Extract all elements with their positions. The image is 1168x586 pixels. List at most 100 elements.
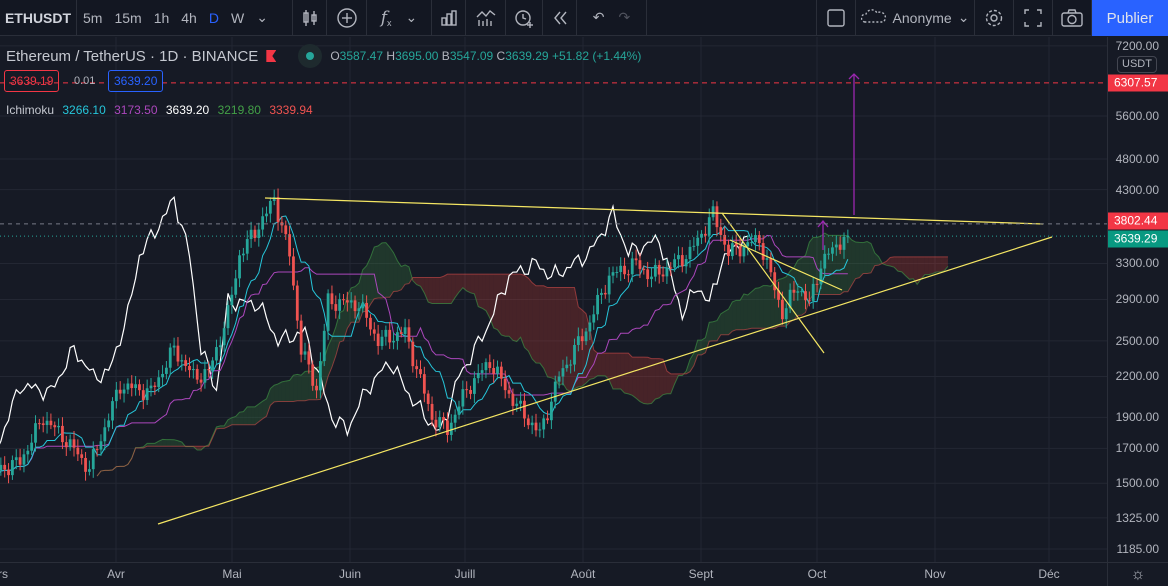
layout-icon[interactable] (816, 0, 856, 36)
candle-body (61, 426, 64, 442)
settings-icon[interactable] (975, 0, 1014, 36)
alert-icon[interactable] (506, 0, 543, 36)
cloud-icon (861, 8, 887, 27)
interval-15m[interactable]: 15m (108, 10, 147, 26)
currency-label[interactable]: USDT (1117, 56, 1157, 73)
candle-body (727, 245, 730, 256)
ichimoku-cloud-segment (709, 322, 713, 341)
sell-price-button[interactable]: 3639.19 (4, 70, 59, 92)
chart-settings-icon[interactable]: ☼ (1107, 563, 1168, 586)
candle-body (400, 332, 403, 334)
ichimoku-cloud-segment (752, 288, 756, 328)
ichimoku-legend[interactable]: Ichimoku 3266.10 3173.50 3639.20 3219.80… (6, 103, 318, 117)
candle-body (746, 242, 749, 246)
redo-icon[interactable]: ↷ (619, 9, 631, 26)
price-tick-label: 7200.00 (1116, 39, 1159, 53)
candle-body (265, 214, 268, 217)
price-tick-label: 1700.00 (1116, 441, 1159, 455)
chevron-down-icon: ⌄ (958, 9, 970, 26)
ichimoku-cloud-segment (509, 274, 513, 340)
candle-body (515, 404, 518, 406)
candle-body (396, 332, 399, 341)
ichimoku-cloud-segment (447, 274, 451, 303)
interval-group: 5m 15m 1h 4h D W ⌄ (77, 0, 293, 36)
ichimoku-cloud-segment (540, 286, 544, 369)
candle-body (150, 386, 153, 389)
user-menu[interactable]: Anonyme ⌄ (856, 0, 975, 36)
ohlc-values: O3587.47 H3695.00 B3547.09 C3639.29 +51.… (330, 49, 641, 63)
candle-body (496, 367, 499, 374)
financials-icon[interactable] (432, 0, 466, 36)
interval-4h[interactable]: 4h (175, 10, 203, 26)
candle-body (812, 284, 815, 301)
interval-d[interactable]: D (203, 10, 225, 26)
interval-w[interactable]: W (225, 10, 250, 26)
ichimoku-cloud-segment (590, 329, 594, 380)
camera-icon[interactable] (1053, 0, 1092, 36)
candle-body (450, 423, 453, 435)
ichimoku-cloud-segment (401, 265, 405, 290)
ichimoku-cloud-segment (898, 257, 902, 272)
time-axis[interactable]: ☼ rsAvrMaiJuinJuillAoûtSeptOctNovDéc (0, 562, 1168, 585)
candle-body (608, 276, 611, 295)
candles-icon[interactable] (293, 0, 327, 36)
candle-body (88, 469, 91, 472)
candle-body (689, 247, 692, 259)
candle-body (512, 394, 515, 406)
candle-body (411, 342, 414, 366)
flag-icon[interactable] (266, 50, 276, 62)
time-tick-label: Oct (808, 567, 827, 581)
candle-body (592, 314, 595, 322)
replay-icon[interactable] (543, 0, 577, 36)
candle-body (596, 295, 599, 314)
ichimoku-cloud-segment (909, 257, 913, 279)
templates-icon[interactable] (466, 0, 506, 36)
compare-icon[interactable] (327, 0, 367, 36)
ichimoku-cloud-segment (698, 340, 702, 355)
buy-price-button[interactable]: 3639.20 (108, 70, 163, 92)
undo-icon[interactable]: ↶ (593, 9, 605, 26)
symbol-search[interactable]: ETHUSDT (0, 0, 77, 36)
candle-body (196, 369, 199, 380)
interval-5m[interactable]: 5m (77, 10, 108, 26)
chevron-down-icon[interactable]: ⌄ (250, 9, 274, 26)
candle-body (96, 449, 99, 450)
candle-body (793, 290, 796, 293)
ichimoku-cloud-segment (440, 276, 444, 303)
candle-body (816, 284, 819, 285)
ichimoku-cloud-segment (240, 412, 244, 425)
candle-body (165, 368, 168, 374)
candle-body (319, 361, 322, 390)
candle-body (269, 201, 272, 214)
candle-body (589, 323, 592, 332)
ichimoku-cloud-segment (501, 274, 505, 336)
ichimoku-cloud-segment (933, 257, 937, 274)
candle-body (538, 429, 541, 430)
candle-body (808, 300, 811, 301)
publish-button[interactable]: Publier (1092, 0, 1168, 36)
fullscreen-icon[interactable] (1014, 0, 1053, 36)
candle-body (377, 334, 380, 346)
ichimoku-cloud-segment (598, 353, 602, 376)
candle-body (76, 448, 79, 455)
time-tick-label: Juill (455, 567, 476, 581)
candle-body (642, 269, 645, 270)
candle-body (350, 300, 353, 302)
interval-1h[interactable]: 1h (148, 10, 176, 26)
candle-body (600, 293, 603, 295)
candle-body (704, 234, 707, 236)
ichimoku-cloud-segment (836, 235, 840, 294)
candle-body (554, 382, 557, 402)
candle-body (650, 277, 653, 279)
candle-body (585, 331, 588, 341)
ichimoku-cloud-segment (478, 274, 482, 308)
candle-body (681, 255, 684, 266)
ichimoku-cloud-segment (732, 300, 736, 331)
price-tick-label: 4300.00 (1116, 183, 1159, 197)
ichimoku-cloud-segment (421, 278, 425, 293)
candle-body (57, 426, 60, 427)
candle-body (581, 336, 584, 341)
candle-body (820, 269, 823, 285)
